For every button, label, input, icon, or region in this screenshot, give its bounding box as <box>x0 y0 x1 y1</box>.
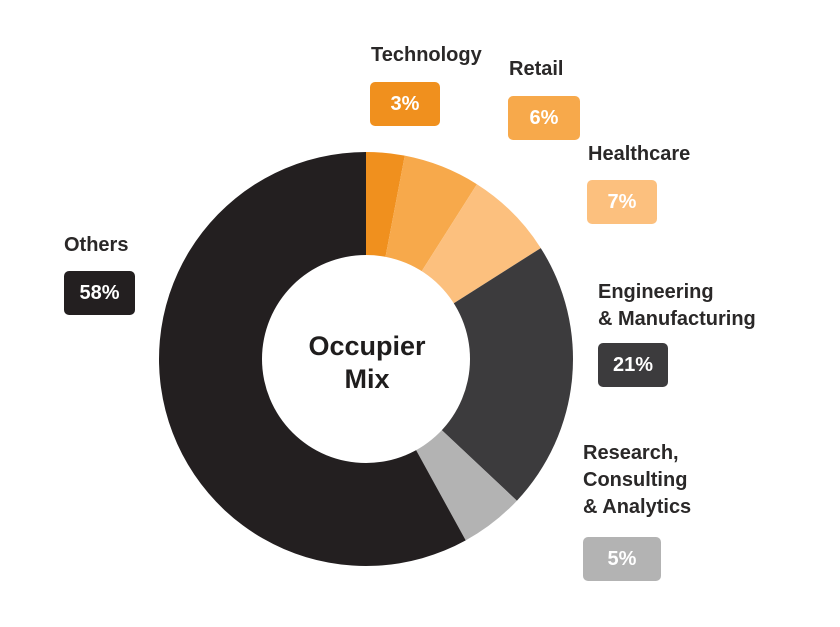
label-others: Others <box>64 232 128 259</box>
label-research-line-2: Consulting <box>583 469 688 491</box>
badge-research: 5% <box>583 537 661 581</box>
center-label: Occupier Mix <box>262 330 472 396</box>
badge-technology: 3% <box>370 82 440 126</box>
label-research: Research, Consulting & Analytics <box>583 440 691 521</box>
label-engineering-line-2: & Manufacturing <box>598 308 756 330</box>
label-others-line-1: Others <box>64 234 129 256</box>
donut-hole <box>262 255 470 463</box>
label-engineering-line-1: Engineering <box>598 281 714 303</box>
label-healthcare: Healthcare <box>588 141 690 168</box>
label-technology-line-1: Technology <box>371 44 482 66</box>
label-engineering: Engineering & Manufacturing <box>598 279 756 333</box>
label-healthcare-line-1: Healthcare <box>588 143 691 165</box>
center-label-line-2: Mix <box>344 364 390 394</box>
center-label-line-1: Occupier <box>308 331 426 361</box>
badge-engineering: 21% <box>598 343 668 387</box>
label-retail: Retail <box>509 56 563 83</box>
label-research-line-1: Research, <box>583 442 679 464</box>
badge-healthcare: 7% <box>587 180 657 224</box>
label-retail-line-1: Retail <box>509 58 564 80</box>
label-research-line-3: & Analytics <box>583 496 692 518</box>
badge-retail: 6% <box>508 96 580 140</box>
slice-engineering <box>366 248 574 501</box>
badge-others: 58% <box>64 271 135 315</box>
label-technology: Technology <box>371 42 482 69</box>
